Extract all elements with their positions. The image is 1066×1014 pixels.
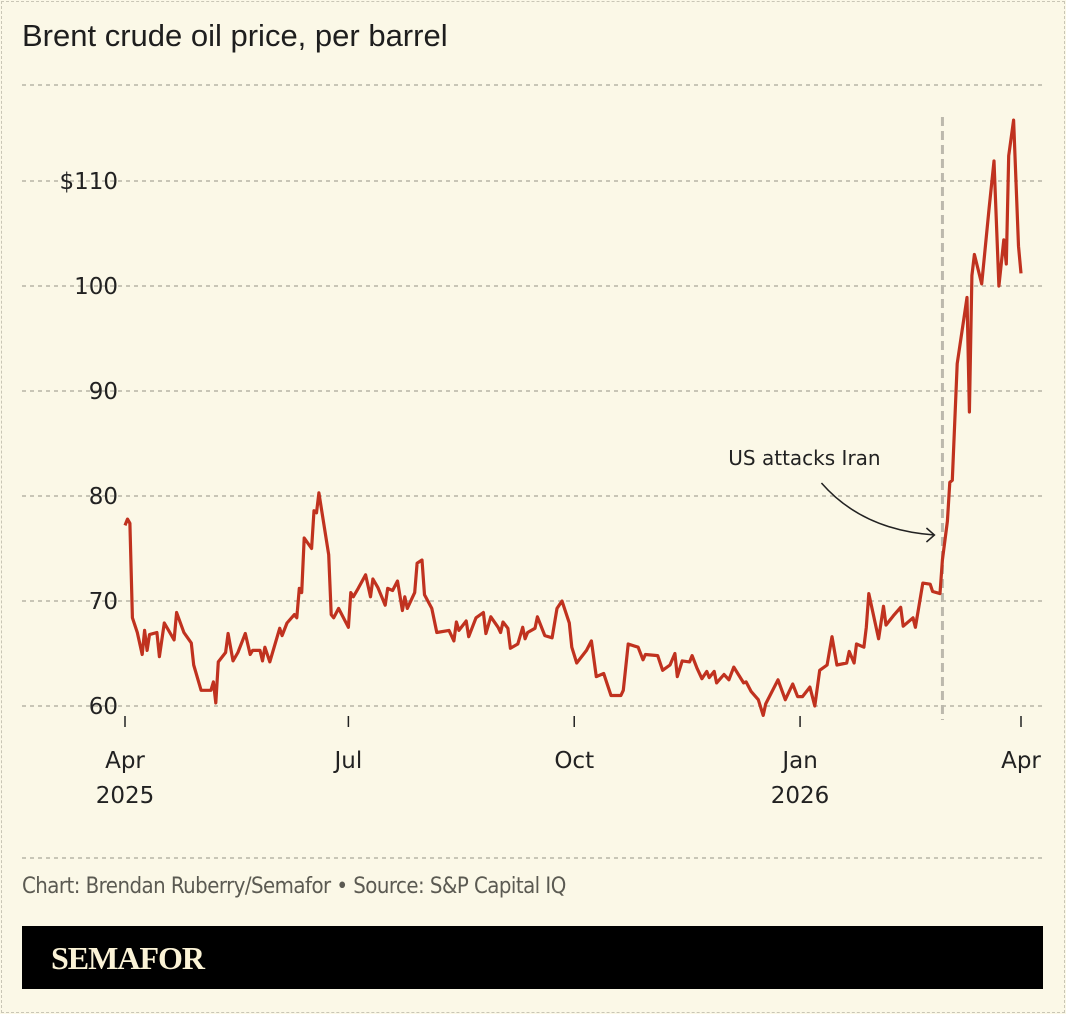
brand-bar: SEMAFOR xyxy=(22,926,1043,989)
x-tick-year-label: 2026 xyxy=(771,783,830,809)
annotation-arrow xyxy=(820,482,936,543)
y-tick-label: 100 xyxy=(74,274,118,300)
x-tick-label: Apr xyxy=(1001,748,1041,774)
chart-title: Brent crude oil price, per barrel xyxy=(22,18,448,53)
x-tick-label: Jul xyxy=(333,748,363,774)
x-tick-label: Jan xyxy=(780,748,817,774)
x-tick-year-label: 2025 xyxy=(96,783,155,809)
annotation-label: US attacks Iran xyxy=(728,446,880,470)
y-tick-label: 90 xyxy=(89,379,118,405)
x-tick-label: Oct xyxy=(554,748,594,774)
x-tick-label: Apr xyxy=(105,748,145,774)
semafor-logo: SEMAFOR xyxy=(51,940,205,976)
y-tick-label: 70 xyxy=(89,589,118,615)
source-credit: Chart: Brendan Ruberry/Semafor • Source:… xyxy=(22,874,566,899)
series-line-brent xyxy=(123,118,1023,717)
y-tick-label: 60 xyxy=(89,694,118,720)
y-tick-label: 80 xyxy=(89,484,118,510)
y-tick-label: $110 xyxy=(59,169,118,195)
